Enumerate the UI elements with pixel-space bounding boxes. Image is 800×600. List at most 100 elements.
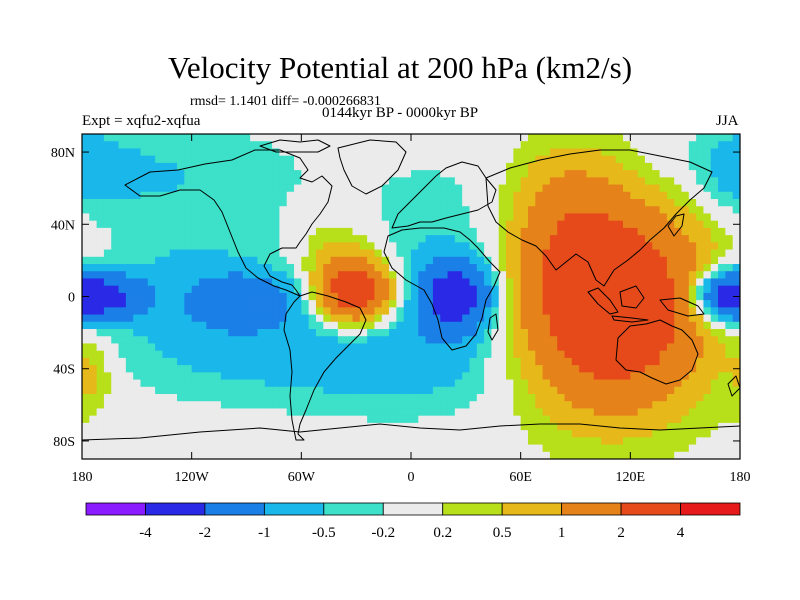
coast-madagascar xyxy=(487,313,499,341)
field-cell xyxy=(82,134,90,142)
field-cell xyxy=(491,300,500,308)
field-cell xyxy=(498,134,507,142)
field-cell xyxy=(264,350,273,359)
field-cell xyxy=(184,148,193,157)
field-cell xyxy=(206,206,215,215)
field-cell xyxy=(155,184,164,193)
field-cell xyxy=(133,242,142,251)
field-cell xyxy=(484,314,493,323)
field-cell xyxy=(520,141,529,150)
field-cell xyxy=(264,343,273,352)
field-cell xyxy=(191,350,200,359)
field-cell xyxy=(549,148,558,157)
field-cell xyxy=(286,307,295,316)
field-cell xyxy=(118,278,127,287)
field-cell xyxy=(345,199,354,207)
field-cell xyxy=(535,278,544,287)
field-cell xyxy=(352,264,361,272)
field-cell xyxy=(608,278,617,287)
field-cell xyxy=(374,365,383,373)
field-cell xyxy=(608,206,617,215)
field-cell xyxy=(666,177,675,186)
field-cell xyxy=(220,408,229,417)
field-cell xyxy=(279,249,288,258)
field-cell xyxy=(454,264,463,272)
field-cell xyxy=(315,415,324,424)
field-cell xyxy=(337,451,346,459)
field-cell xyxy=(652,199,661,207)
field-cell xyxy=(498,220,507,229)
field-cell xyxy=(637,220,646,229)
field-cell xyxy=(177,372,185,381)
field-cell xyxy=(396,329,405,337)
field-cell xyxy=(425,155,434,164)
field-cell xyxy=(520,199,529,207)
field-cell xyxy=(250,199,259,207)
field-cell xyxy=(718,321,726,330)
field-cell xyxy=(644,430,653,438)
field-cell xyxy=(440,300,449,308)
field-cell xyxy=(133,170,142,178)
field-cell xyxy=(272,300,280,308)
field-cell xyxy=(644,141,653,150)
field-cell xyxy=(330,321,339,330)
field-cell xyxy=(535,437,544,446)
field-cell xyxy=(579,329,588,337)
field-cell xyxy=(177,199,185,207)
field-cell xyxy=(301,343,310,352)
field-cell xyxy=(177,314,185,323)
field-cell xyxy=(206,134,215,142)
field-cell xyxy=(615,401,624,410)
field-cell xyxy=(374,206,383,215)
field-cell xyxy=(535,379,544,388)
field-cell xyxy=(155,430,164,438)
field-cell xyxy=(140,336,149,345)
field-cell xyxy=(389,191,397,200)
field-cell xyxy=(337,242,346,251)
field-cell xyxy=(476,386,485,395)
field-cell xyxy=(586,242,595,251)
field-cell xyxy=(447,386,456,395)
field-cell xyxy=(469,394,478,402)
field-cell xyxy=(527,292,536,301)
field-cell xyxy=(272,336,280,345)
field-cell xyxy=(381,321,390,330)
field-cell xyxy=(498,300,507,308)
field-cell xyxy=(169,242,178,251)
field-cell xyxy=(476,451,485,459)
field-cell xyxy=(103,314,112,323)
field-cell xyxy=(359,314,368,323)
field-cell xyxy=(198,365,207,373)
field-cell xyxy=(557,227,566,236)
field-cell xyxy=(82,162,90,171)
field-cell xyxy=(257,264,266,272)
field-cell xyxy=(125,292,134,301)
field-cell xyxy=(308,256,317,265)
field-cell xyxy=(323,206,332,215)
field-cell xyxy=(644,292,653,301)
field-cell xyxy=(140,285,149,294)
field-cell xyxy=(198,329,207,337)
field-cell xyxy=(579,408,588,417)
field-cell xyxy=(520,401,529,410)
field-cell xyxy=(155,242,164,251)
field-cell xyxy=(389,314,397,323)
field-cell xyxy=(571,444,580,453)
field-cell xyxy=(96,408,105,417)
field-cell xyxy=(352,394,361,402)
field-cell xyxy=(191,415,200,424)
field-cell xyxy=(125,177,134,186)
field-cell xyxy=(103,357,112,366)
field-cell xyxy=(484,155,493,164)
field-cell xyxy=(535,141,544,150)
field-cell xyxy=(374,329,383,337)
field-cell xyxy=(111,220,120,229)
field-cell xyxy=(155,336,164,345)
field-cell xyxy=(615,177,624,186)
field-cell xyxy=(220,451,229,459)
field-cell xyxy=(652,184,661,193)
field-cell xyxy=(286,437,295,446)
field-cell xyxy=(337,430,346,438)
field-cell xyxy=(586,249,595,258)
field-cell xyxy=(396,394,405,402)
